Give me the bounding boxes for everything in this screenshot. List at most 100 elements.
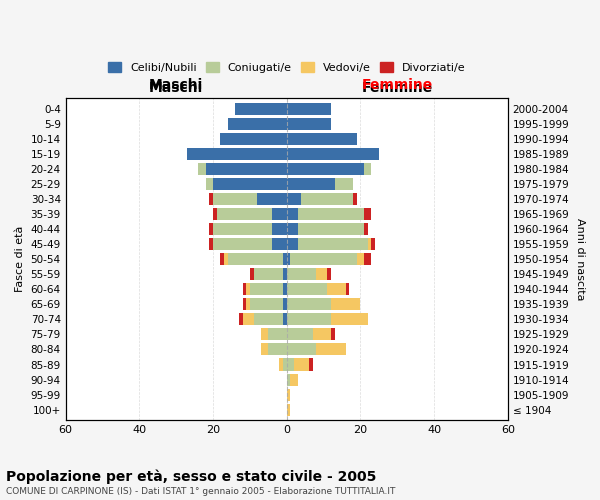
Bar <box>287 133 357 145</box>
Bar <box>331 314 368 326</box>
Bar <box>327 284 346 296</box>
Bar <box>294 358 309 370</box>
Bar <box>217 208 272 220</box>
Bar <box>199 163 206 175</box>
Y-axis label: Fasce di età: Fasce di età <box>15 226 25 292</box>
Bar <box>364 223 368 235</box>
Bar <box>254 268 283 280</box>
Bar <box>209 238 213 250</box>
Bar <box>213 223 272 235</box>
Bar <box>242 298 246 310</box>
Bar <box>287 103 331 115</box>
Bar <box>290 253 357 266</box>
Bar <box>268 344 287 355</box>
Bar <box>364 208 371 220</box>
Bar <box>283 358 287 370</box>
Bar <box>239 314 242 326</box>
Bar <box>246 298 250 310</box>
Text: Maschi: Maschi <box>149 78 203 92</box>
Bar <box>261 344 268 355</box>
Bar <box>283 298 287 310</box>
Bar <box>213 208 217 220</box>
Bar <box>283 268 287 280</box>
Bar <box>283 284 287 296</box>
Bar <box>287 298 331 310</box>
Bar <box>272 223 287 235</box>
Bar <box>316 268 327 280</box>
Bar <box>364 163 371 175</box>
Bar <box>242 314 254 326</box>
Bar <box>287 148 379 160</box>
Legend: Celibi/Nubili, Coniugati/e, Vedovi/e, Divorziati/e: Celibi/Nubili, Coniugati/e, Vedovi/e, Di… <box>104 59 469 76</box>
Bar <box>298 223 364 235</box>
Bar <box>261 328 268 340</box>
Bar <box>220 133 287 145</box>
Bar <box>287 314 331 326</box>
Bar <box>187 148 287 160</box>
Bar <box>346 284 349 296</box>
Bar <box>353 193 357 205</box>
Bar <box>209 223 213 235</box>
Bar <box>283 253 287 266</box>
Bar <box>206 178 213 190</box>
Bar <box>327 268 331 280</box>
Bar <box>287 178 335 190</box>
Y-axis label: Anni di nascita: Anni di nascita <box>575 218 585 300</box>
Bar <box>242 284 246 296</box>
Bar <box>287 404 290 415</box>
Bar <box>213 178 287 190</box>
Bar <box>287 344 316 355</box>
Bar <box>257 193 287 205</box>
Bar <box>331 328 335 340</box>
Bar <box>272 208 287 220</box>
Bar <box>246 284 250 296</box>
Bar <box>364 253 371 266</box>
Bar <box>254 314 283 326</box>
Bar <box>213 193 257 205</box>
Bar <box>287 238 298 250</box>
Bar <box>228 118 287 130</box>
Bar <box>287 388 290 400</box>
Bar <box>290 374 298 386</box>
Bar <box>287 208 298 220</box>
Text: Maschi: Maschi <box>149 80 203 94</box>
Bar <box>220 253 224 266</box>
Bar <box>301 193 353 205</box>
Bar <box>287 358 294 370</box>
Bar <box>287 193 301 205</box>
Bar <box>287 328 313 340</box>
Bar <box>283 314 287 326</box>
Bar <box>313 328 331 340</box>
Bar <box>287 268 316 280</box>
Text: Femmine: Femmine <box>362 80 433 94</box>
Bar <box>206 163 287 175</box>
Bar <box>268 328 287 340</box>
Bar <box>250 298 283 310</box>
Bar <box>287 163 364 175</box>
Bar <box>331 298 361 310</box>
Bar <box>298 238 368 250</box>
Bar <box>287 374 290 386</box>
Bar <box>371 238 375 250</box>
Text: COMUNE DI CARPINONE (IS) - Dati ISTAT 1° gennaio 2005 - Elaborazione TUTTITALIA.: COMUNE DI CARPINONE (IS) - Dati ISTAT 1°… <box>6 488 395 496</box>
Bar <box>272 238 287 250</box>
Text: Femmine: Femmine <box>362 78 433 92</box>
Bar <box>228 253 283 266</box>
Bar <box>357 253 364 266</box>
Bar <box>316 344 346 355</box>
Bar <box>224 253 228 266</box>
Bar <box>280 358 283 370</box>
Bar <box>287 223 298 235</box>
Bar <box>209 193 213 205</box>
Bar <box>213 238 272 250</box>
Bar <box>250 284 283 296</box>
Bar <box>309 358 313 370</box>
Bar <box>250 268 254 280</box>
Bar <box>235 103 287 115</box>
Bar <box>298 208 364 220</box>
Bar <box>287 118 331 130</box>
Bar <box>287 253 290 266</box>
Bar <box>287 284 327 296</box>
Bar <box>368 238 371 250</box>
Text: Popolazione per età, sesso e stato civile - 2005: Popolazione per età, sesso e stato civil… <box>6 470 376 484</box>
